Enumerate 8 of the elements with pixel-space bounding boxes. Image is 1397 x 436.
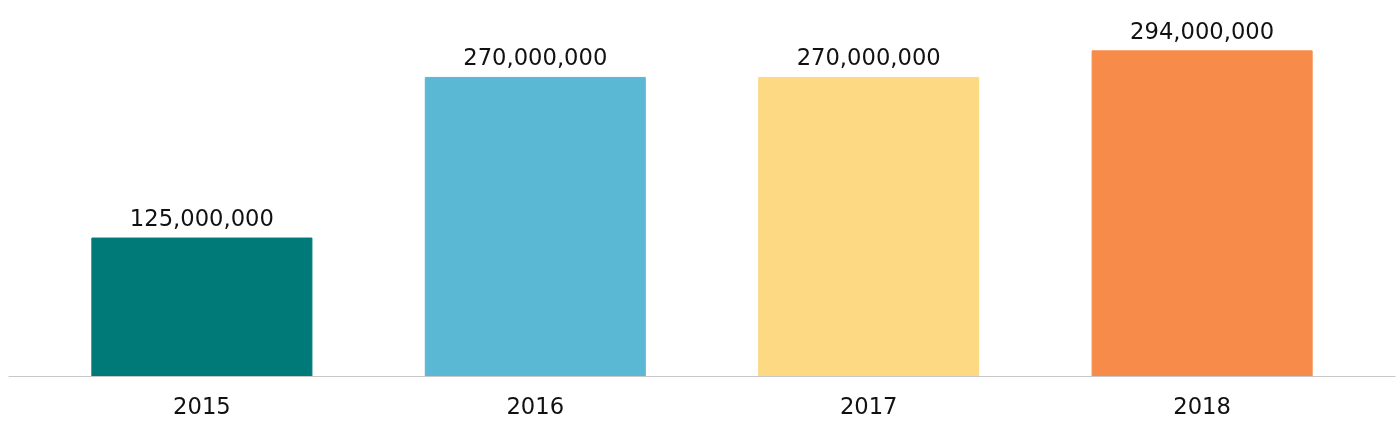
data-label: 270,000,000: [796, 44, 941, 71]
data-label: 294,000,000: [1130, 17, 1275, 44]
x-tick-label: 2018: [1173, 392, 1231, 419]
data-label: 270,000,000: [463, 44, 608, 71]
data-label: 125,000,000: [129, 205, 274, 232]
x-tick-label: 2016: [506, 392, 565, 419]
x-tick-label: 2015: [173, 392, 231, 419]
x-tick-label: 2017: [839, 392, 898, 419]
